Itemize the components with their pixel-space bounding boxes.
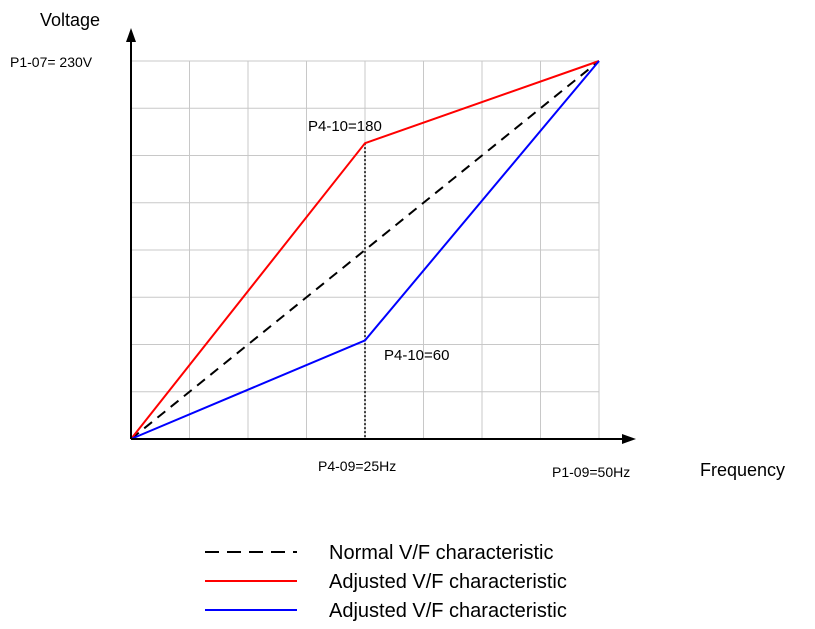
y-axis-arrowhead (126, 28, 136, 42)
legend-label-adjusted-blue: Adjusted V/F characteristic (329, 600, 567, 622)
legend: Normal V/F characteristic Adjusted V/F c… (205, 542, 567, 622)
legend-label-adjusted-red: Adjusted V/F characteristic (329, 571, 567, 593)
x-mid-tick-label: P4-09=25Hz (318, 458, 396, 474)
axes (126, 28, 636, 444)
x-axis-arrowhead (622, 434, 636, 444)
series-line-2 (130, 60, 600, 440)
y-max-tick-label: P1-07= 230V (10, 54, 93, 70)
series-line-1 (130, 60, 600, 440)
y-axis-label: Voltage (40, 10, 100, 30)
upper-point-annotation: P4-10=180 (308, 118, 382, 135)
series-line-0 (130, 60, 600, 440)
series-lines (130, 60, 600, 440)
x-max-tick-label: P1-09=50Hz (552, 464, 630, 480)
legend-label-normal: Normal V/F characteristic (329, 542, 554, 564)
x-axis-label: Frequency (700, 460, 785, 480)
lower-point-annotation: P4-10=60 (384, 347, 449, 364)
